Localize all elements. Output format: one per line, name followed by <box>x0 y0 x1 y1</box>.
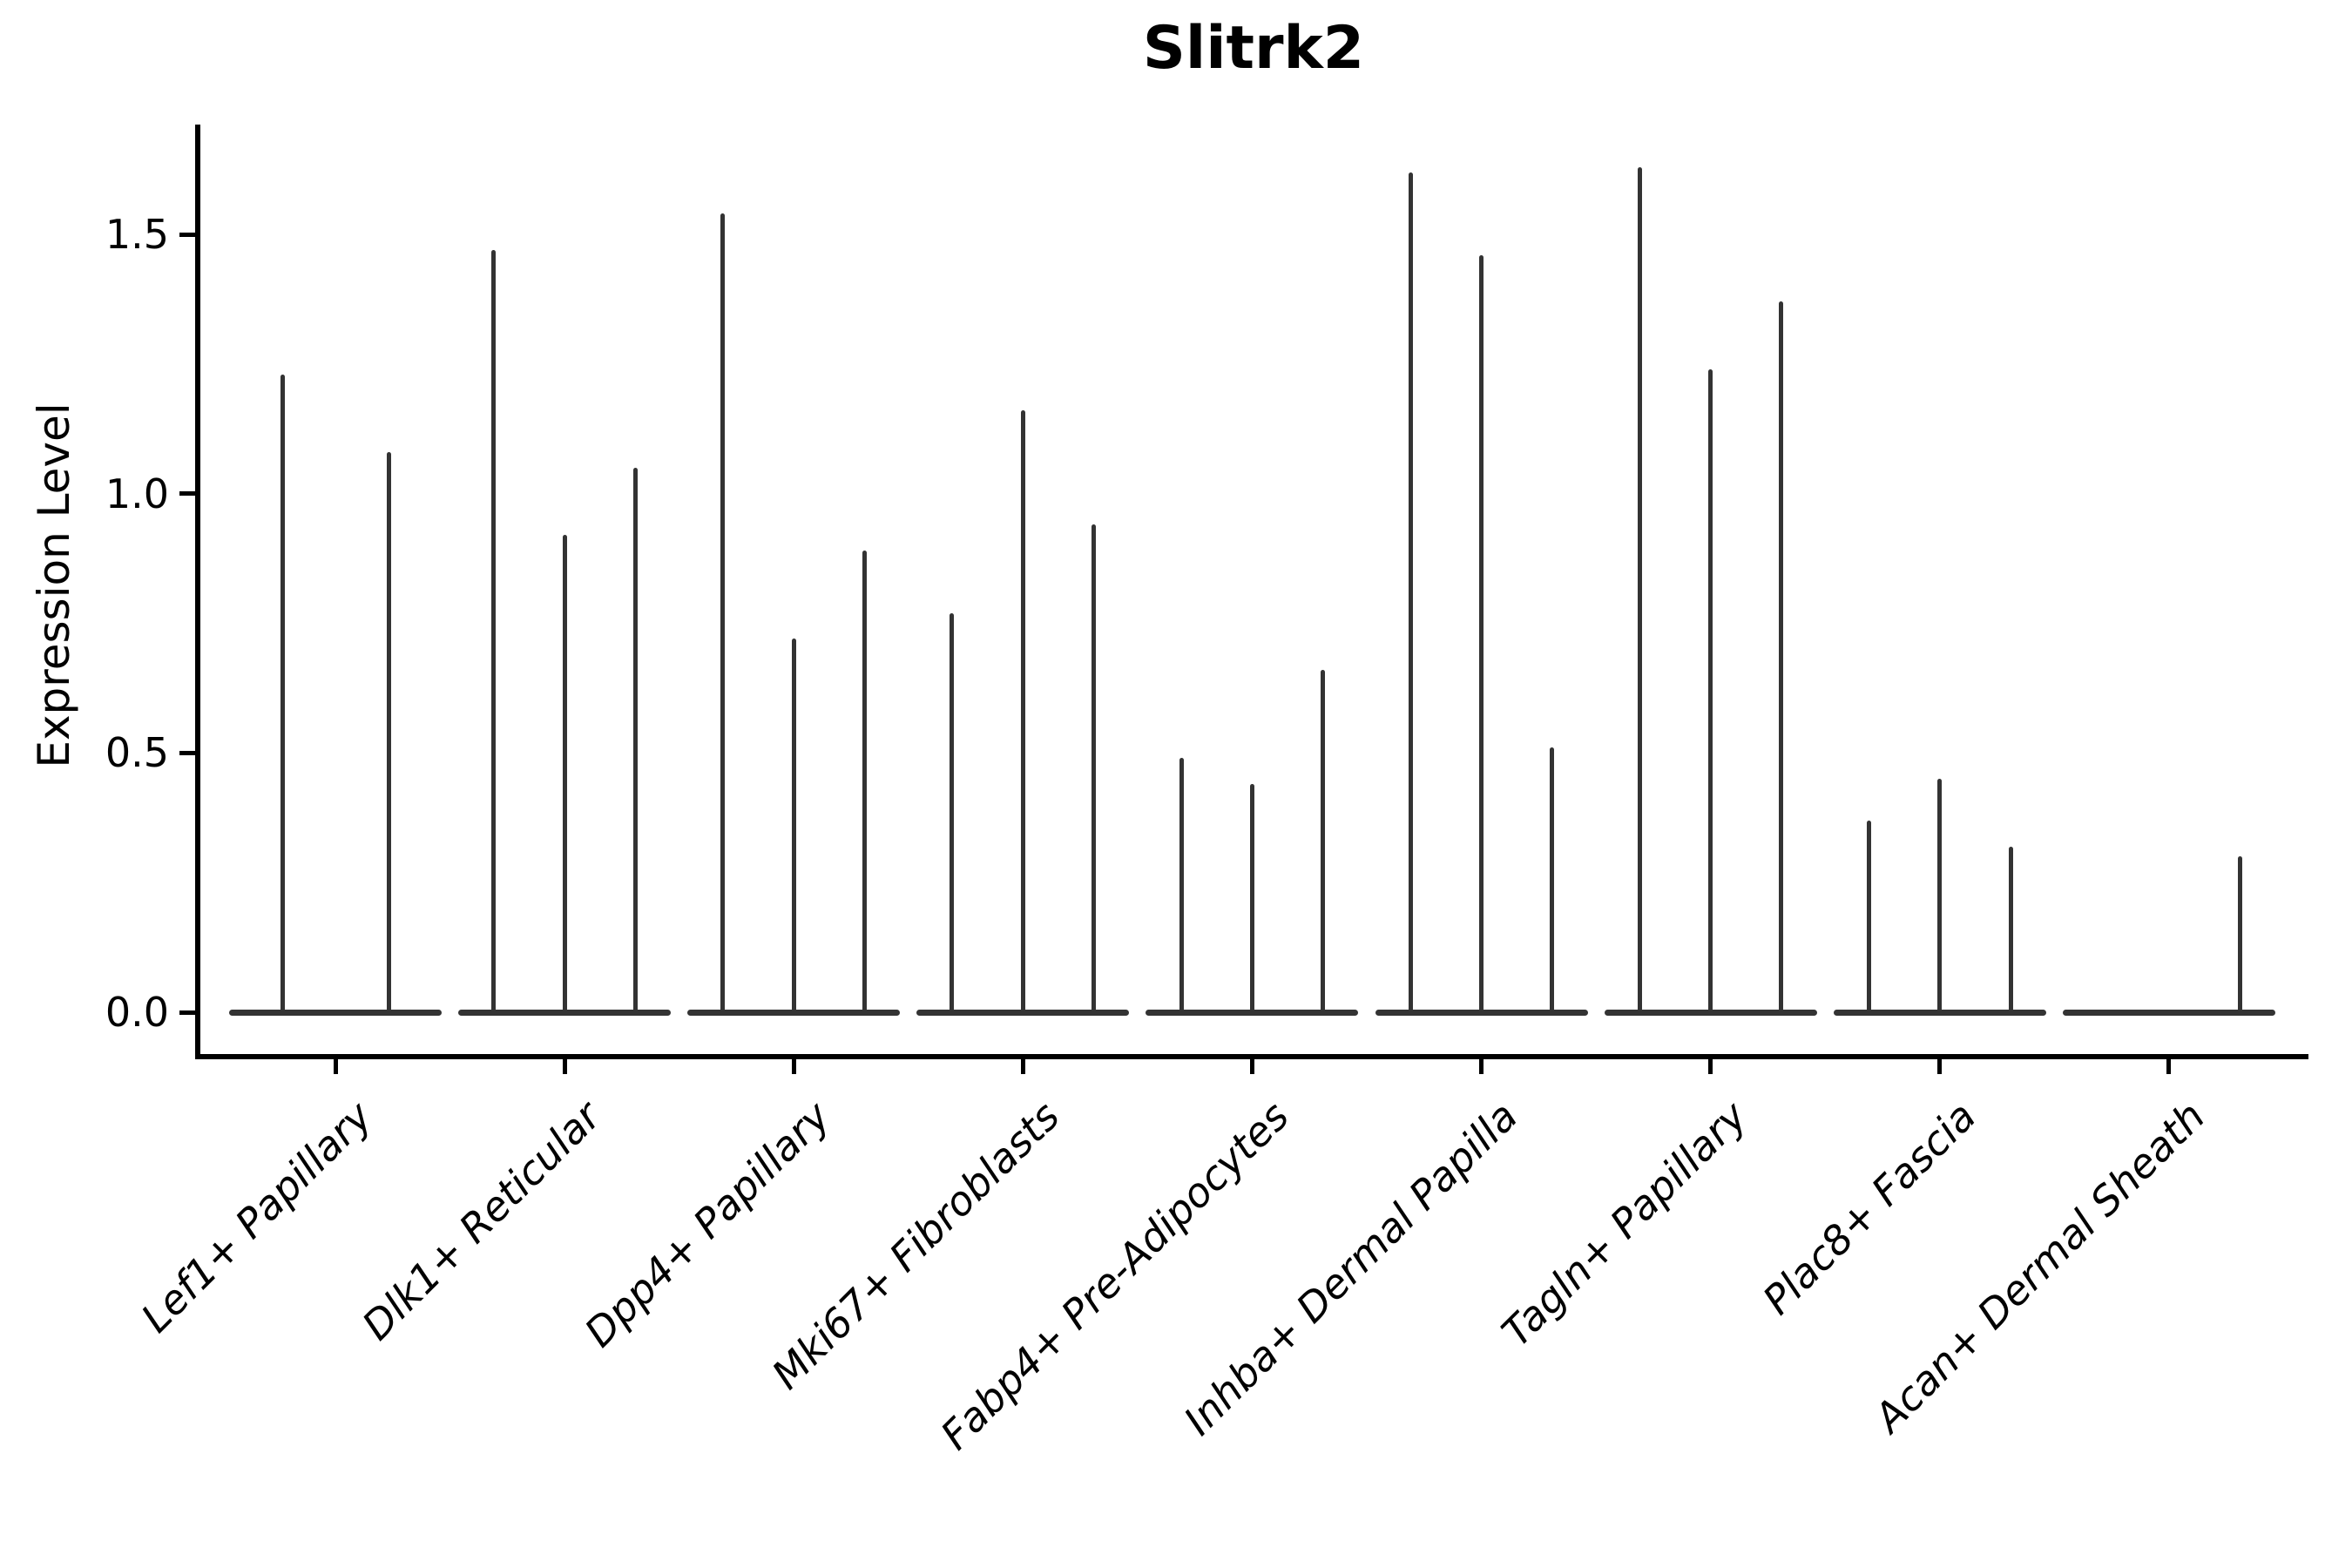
violin-spike <box>1179 758 1184 1012</box>
x-tick-label: Dpp4+ Papillary <box>575 1092 840 1356</box>
violin-spike <box>1708 368 1713 1012</box>
x-tick-mark <box>333 1058 338 1074</box>
violin-spike <box>950 612 955 1012</box>
violin-base <box>1833 1009 2046 1016</box>
y-tick-mark <box>179 1010 195 1015</box>
violin-spike <box>1408 172 1413 1012</box>
y-axis-spine <box>195 125 200 1058</box>
x-tick-mark <box>791 1058 796 1074</box>
violin-spike <box>2237 856 2242 1012</box>
x-tick-mark <box>1249 1058 1254 1074</box>
violin-base <box>458 1009 672 1016</box>
violin-spike <box>1479 254 1484 1012</box>
violin-spike <box>1637 166 1642 1012</box>
x-tick-label: Plac8+ Fascia <box>1754 1092 1985 1324</box>
violin-base <box>1146 1009 1359 1016</box>
violin-spike <box>280 374 285 1012</box>
x-tick-label: Tagln+ Papillary <box>1492 1092 1756 1356</box>
violin-spike <box>1937 779 1943 1012</box>
y-tick-label: 0.5 <box>105 729 169 777</box>
x-tick-mark <box>562 1058 567 1074</box>
violin-spike <box>2008 846 2013 1012</box>
x-tick-label: Lef1+ Papillary <box>132 1092 382 1342</box>
x-tick-mark <box>1479 1058 1484 1074</box>
violin-spike <box>1550 747 1555 1012</box>
violin-spike <box>562 535 567 1012</box>
chart-title: Slitrk2 <box>1142 14 1365 83</box>
violin-base <box>687 1009 901 1016</box>
violin-spike <box>491 249 497 1012</box>
y-tick-label: 0.0 <box>105 989 169 1036</box>
violin-spike <box>1092 524 1097 1012</box>
y-tick-mark <box>179 491 195 497</box>
y-axis-label: Expression Level <box>29 402 79 768</box>
y-tick-mark <box>179 232 195 237</box>
violin-spike <box>1249 784 1254 1012</box>
x-tick-label: Dlk1+ Reticular <box>353 1092 611 1349</box>
violin-spike <box>1020 410 1025 1012</box>
x-axis-spine <box>195 1054 2308 1059</box>
violin-base <box>916 1009 1130 1016</box>
violin-base <box>229 1009 442 1016</box>
y-tick-mark <box>179 750 195 755</box>
x-tick-mark <box>2166 1058 2172 1074</box>
y-tick-label: 1.0 <box>105 470 169 517</box>
x-tick-mark <box>1708 1058 1713 1074</box>
violin-spike <box>1866 820 1871 1012</box>
violin-spike <box>791 639 796 1012</box>
violin-spike <box>1779 301 1784 1012</box>
y-tick-label: 1.5 <box>105 211 169 259</box>
violin-spike <box>386 452 391 1012</box>
violin-spike <box>720 213 726 1012</box>
violin-base <box>1375 1009 1588 1016</box>
violin-spike <box>632 467 638 1012</box>
violin-base <box>2062 1009 2275 1016</box>
violin-spike <box>1321 670 1326 1012</box>
x-tick-mark <box>1020 1058 1025 1074</box>
violin-base <box>1604 1009 1817 1016</box>
x-tick-mark <box>1937 1058 1943 1074</box>
violin-spike <box>862 551 868 1012</box>
